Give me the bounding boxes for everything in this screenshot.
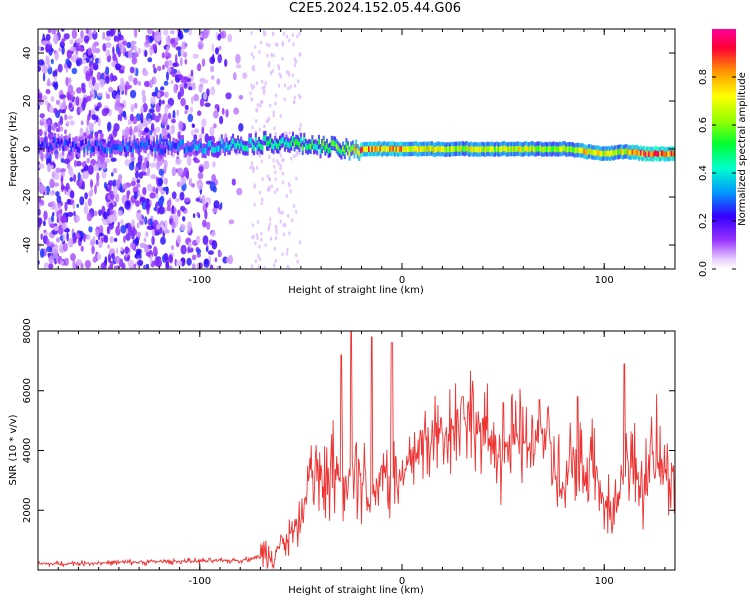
colorbar-tick-label: 0.0 bbox=[698, 261, 709, 277]
snr-xtick-label: -100 bbox=[188, 576, 211, 587]
snr-ytick-label: 8000 bbox=[22, 318, 33, 343]
snr-ytick-label: 4000 bbox=[22, 438, 33, 463]
colorbar: 0.0 0.2 0.4 0.6 0.8 Normalized spectral ampl… bbox=[698, 29, 748, 277]
spectrogram-ytick-label: 20 bbox=[22, 95, 33, 108]
snr-xtick-label: 100 bbox=[595, 576, 614, 587]
snr-ytick-label: 2000 bbox=[22, 498, 33, 523]
snr-line bbox=[38, 331, 675, 569]
spectrogram-noise bbox=[38, 29, 302, 269]
spectrogram-ytick-label: 0 bbox=[22, 146, 33, 152]
spectrogram-xtick-label: -100 bbox=[188, 275, 211, 286]
spectrogram-ytick-label: 40 bbox=[22, 47, 33, 60]
colorbar-label: Normalized spectral amplitude bbox=[737, 72, 748, 226]
snr-xlabel: Height of straight line (km) bbox=[288, 585, 424, 596]
chart-title: C2E5.2024.152.05.44.G06 bbox=[288, 1, 462, 16]
spectrogram-ytick-label: -20 bbox=[22, 189, 33, 205]
spectrogram-xtick-label: 0 bbox=[399, 275, 405, 286]
spectrogram-ylabel: Frequency (Hz) bbox=[8, 111, 19, 187]
colorbar-tick-label: 0.8 bbox=[698, 69, 709, 85]
snr-ytick-label: 6000 bbox=[22, 378, 33, 403]
snr-xtick-label: 0 bbox=[399, 576, 405, 587]
spectrogram-xtick-label: 100 bbox=[595, 275, 614, 286]
snr-panel: -100 0 100 2000 4000 6000 8000 Height of strai… bbox=[8, 318, 676, 596]
colorbar-tick-label: 0.2 bbox=[698, 213, 709, 229]
spectrogram-ridge bbox=[38, 130, 675, 162]
spectrogram-ytick-label: -40 bbox=[22, 237, 33, 253]
colorbar-tick-label: 0.4 bbox=[698, 165, 709, 181]
snr-ylabel: SNR (10 * v/v) bbox=[8, 414, 19, 485]
colorbar-gradient bbox=[712, 29, 736, 269]
spectrogram-panel: -100 0 100 -40 -20 0 20 40 Height of straight l… bbox=[8, 28, 676, 296]
spectrogram-xlabel: Height of straight line (km) bbox=[288, 285, 424, 296]
colorbar-tick-label: 0.6 bbox=[698, 117, 709, 133]
